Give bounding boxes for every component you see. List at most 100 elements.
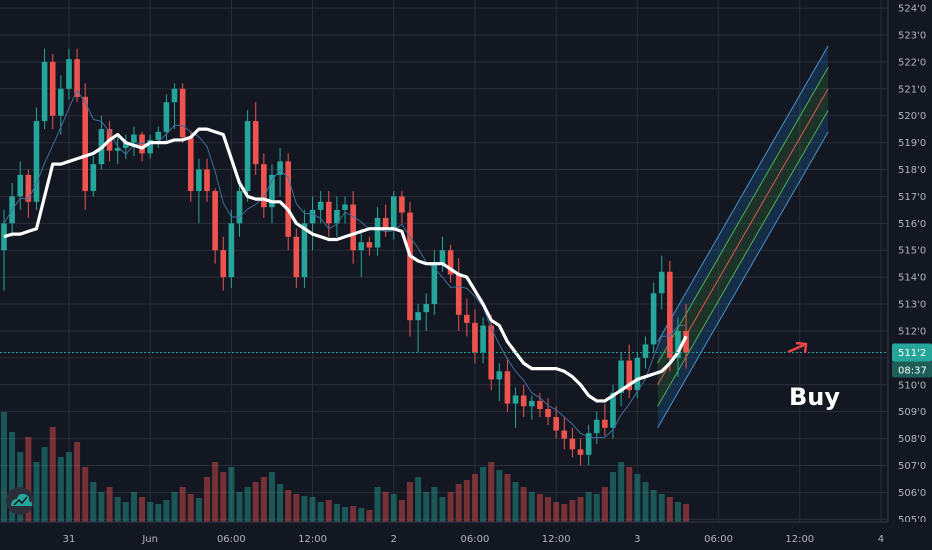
volume-bar (65, 452, 72, 522)
volume-bar (342, 507, 349, 522)
time-axis-background (0, 522, 932, 550)
candle (171, 83, 178, 130)
candle-body (439, 250, 446, 264)
candle (439, 236, 446, 272)
volume-bar (309, 497, 316, 522)
candle (309, 196, 316, 251)
candle-body (634, 357, 641, 391)
candle (155, 126, 162, 148)
volume-bar (471, 474, 478, 522)
candle-body (252, 121, 259, 165)
candle-body (277, 161, 283, 175)
volume-bar (496, 470, 503, 522)
candle (504, 357, 511, 412)
candle-body (187, 137, 194, 192)
price-tick-label: 517'0 (898, 192, 926, 203)
candle (220, 236, 227, 291)
time-tick-label: 06:00 (461, 534, 490, 545)
volume-bar (683, 504, 690, 522)
volume-bar (195, 498, 202, 522)
candle (358, 228, 365, 278)
candle (374, 207, 381, 256)
price-axis-background (888, 0, 932, 550)
candle (496, 363, 503, 401)
candle (366, 236, 373, 256)
candle-body (358, 242, 365, 251)
price-tick-label: 512'0 (898, 326, 926, 337)
candle-body (593, 419, 600, 434)
candle (236, 182, 243, 237)
channel-upper-line (657, 45, 829, 342)
time-axis[interactable]: 31 Jun 06:00 12:00 2 06:00 12:00 3 06:00 12:00 4 (0, 521, 932, 550)
price-tick-label: 510'0 (898, 380, 926, 391)
volume-bar (74, 442, 81, 522)
candle-body (512, 395, 519, 404)
candle-body (90, 164, 97, 192)
volume-bar (553, 502, 560, 522)
candle-body (480, 325, 486, 353)
channel-lower-band (657, 110, 829, 428)
candle (472, 309, 478, 364)
candle-body (179, 88, 186, 138)
candle (74, 48, 80, 103)
candle (585, 425, 592, 466)
volume-bar (33, 462, 40, 522)
candle (82, 83, 88, 210)
price-tick-label: 516'0 (898, 219, 926, 230)
candle (261, 153, 267, 218)
candle-body (326, 201, 332, 224)
candle-body (350, 204, 356, 251)
candle-body (553, 417, 559, 431)
volume-bar (325, 500, 332, 522)
volume-bar (90, 482, 97, 522)
volume-bar (204, 477, 210, 522)
candle-body (212, 191, 218, 251)
candle-body (220, 250, 227, 278)
candle-body (33, 121, 40, 202)
candle-body (309, 209, 316, 224)
price-tick-label: 520'0 (898, 111, 926, 122)
volume-bar (601, 487, 608, 522)
candle-body (163, 102, 170, 132)
price-tick-label: 509'0 (898, 407, 926, 418)
candle-body (431, 263, 438, 305)
candle (252, 102, 259, 175)
volume-bar (480, 467, 487, 522)
candle-body (569, 438, 576, 450)
volume-bar (236, 492, 243, 522)
candle-body (301, 223, 308, 278)
volume-bar (187, 494, 194, 522)
candle-body (667, 271, 673, 358)
volume-bar (634, 474, 641, 522)
candle (553, 406, 559, 439)
time-tick-label: Jun (141, 534, 158, 545)
volume-bar (674, 502, 681, 522)
candle (269, 164, 275, 224)
volume-bar (171, 492, 178, 522)
candle (512, 387, 519, 428)
regression-channel (657, 45, 829, 429)
volume-bar (260, 477, 267, 522)
candle (66, 48, 72, 100)
volume-bar (17, 452, 24, 522)
candle (301, 209, 308, 288)
candle-body (269, 174, 275, 208)
price-tick-label: 507'0 (898, 461, 926, 472)
price-axis[interactable]: 505'0506'0507'0508'0509'0510'0511'0512'0… (887, 0, 932, 550)
candle-body (545, 408, 551, 418)
volume-bar (504, 474, 511, 522)
candle-body (41, 61, 48, 122)
price-tick-label: 524'0 (898, 4, 926, 15)
volume-bar (350, 506, 357, 522)
candle (455, 258, 462, 331)
candle-body (74, 59, 80, 97)
candle (423, 293, 430, 331)
candle (179, 83, 186, 143)
candle (602, 403, 608, 436)
candle (431, 250, 438, 315)
candle (196, 158, 202, 224)
candle-body (447, 250, 454, 275)
candle-body (114, 147, 121, 151)
tradingview-logo[interactable] (6, 487, 34, 515)
